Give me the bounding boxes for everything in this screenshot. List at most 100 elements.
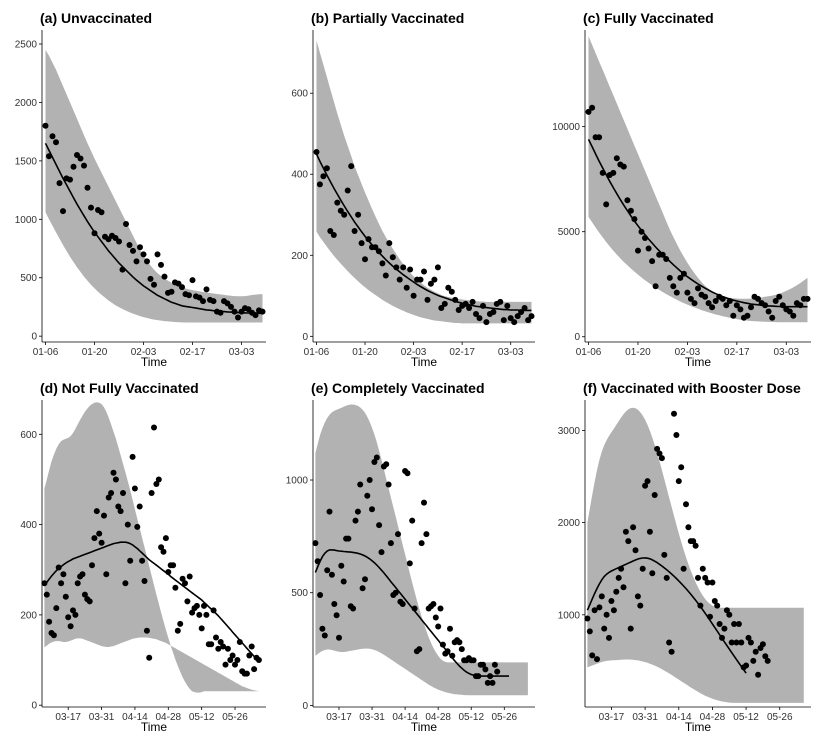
data-point [445, 284, 452, 291]
data-point [622, 528, 629, 535]
data-point [670, 283, 677, 290]
data-point [98, 209, 105, 216]
data-point [324, 567, 331, 574]
data-point [340, 578, 347, 585]
data-point [246, 652, 253, 659]
data-point [53, 139, 59, 146]
data-point [514, 313, 521, 320]
data-point [330, 232, 337, 238]
x-tick-label: 05-26 [492, 712, 518, 723]
data-point [469, 298, 476, 305]
data-point [151, 281, 157, 288]
data-point [659, 251, 666, 258]
data-point [210, 607, 217, 614]
y-tick-label: 200 [20, 610, 37, 621]
data-point [716, 621, 723, 627]
data-point [603, 611, 610, 618]
data-point [675, 478, 682, 485]
data-point [327, 228, 334, 234]
data-point [65, 614, 72, 621]
data-point [86, 598, 93, 605]
data-point [586, 628, 593, 635]
data-point [637, 602, 644, 609]
data-point [790, 312, 797, 319]
data-point [709, 579, 716, 586]
data-point [666, 639, 673, 646]
data-point [649, 258, 656, 265]
data-point [74, 580, 81, 587]
data-point [606, 634, 612, 641]
data-point [635, 247, 641, 254]
y-tick-label: 10000 [552, 122, 580, 133]
data-point [98, 539, 105, 546]
panel-e: (e) Completely Vaccinated 0 500 1000 03-17 03… [286, 380, 535, 734]
data-point [112, 476, 119, 483]
data-point [687, 295, 694, 302]
data-point [639, 565, 646, 572]
data-point [58, 580, 65, 587]
data-point [434, 264, 441, 271]
data-point [728, 639, 735, 646]
data-point [642, 235, 648, 241]
x-tick-label: 04-28 [425, 712, 451, 723]
data-point [124, 521, 131, 528]
data-point [721, 625, 728, 632]
data-point [153, 481, 160, 487]
x-tick-label: 01-20 [352, 347, 378, 358]
x-tick-label: 03-31 [359, 712, 385, 723]
data-point [627, 207, 634, 214]
data-point [383, 461, 390, 468]
data-point [772, 298, 779, 304]
data-point [603, 201, 610, 208]
data-point [738, 639, 745, 646]
data-point [312, 540, 319, 547]
data-point [160, 548, 167, 555]
data-point [407, 266, 414, 273]
data-point [733, 302, 740, 309]
data-point [511, 319, 518, 326]
data-point [344, 187, 351, 194]
data-point [174, 627, 181, 634]
data-point [596, 134, 603, 141]
data-point [589, 652, 596, 659]
data-point [416, 646, 423, 653]
data-point [79, 571, 86, 578]
data-point [91, 230, 98, 237]
data-point [365, 236, 372, 243]
data-point [170, 562, 177, 569]
data-point [747, 639, 754, 646]
data-point [243, 670, 250, 677]
data-point [439, 641, 446, 648]
data-point [680, 565, 687, 572]
data-point [677, 274, 684, 281]
data-point [400, 264, 407, 271]
data-point [123, 221, 129, 227]
data-point [697, 602, 704, 609]
data-point [484, 679, 491, 686]
x-tick-label: 02-03 [675, 347, 701, 358]
x-tick-label: 04-14 [666, 712, 692, 723]
data-point [395, 531, 401, 538]
data-point [673, 432, 680, 438]
data-point [46, 618, 53, 625]
data-point [62, 593, 69, 600]
data-point [690, 538, 697, 545]
data-point [77, 155, 84, 162]
data-point [431, 276, 438, 283]
data-point [179, 575, 186, 582]
data-point [435, 623, 442, 630]
data-point [598, 593, 605, 600]
y-tick-label: 5000 [558, 227, 581, 238]
data-point [382, 272, 389, 279]
data-point [723, 302, 730, 309]
data-point [255, 657, 262, 663]
data-point [638, 228, 645, 235]
data-point [317, 592, 324, 598]
data-point [671, 410, 677, 417]
data-point [193, 602, 200, 609]
data-point [685, 524, 692, 531]
fitted-curve [586, 557, 747, 674]
data-point [210, 298, 217, 305]
data-point [447, 625, 453, 632]
data-point [366, 477, 373, 483]
